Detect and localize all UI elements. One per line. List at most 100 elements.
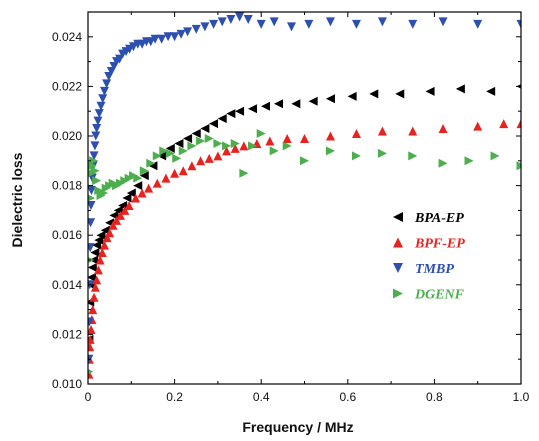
data-point-dgenf [139, 166, 149, 176]
data-point-bpf-ep [516, 119, 521, 129]
data-point-bpf-ep [473, 121, 483, 131]
y-tick-label: 0.022 [52, 79, 82, 93]
legend: BPA-EP BPF-EP TMBP DGENF [393, 211, 465, 303]
data-point-bpa-ep [209, 119, 219, 129]
data-point-bpf-ep [230, 143, 240, 153]
data-point-tmbp [90, 141, 100, 151]
data-point-tmbp [93, 116, 103, 126]
data-point-dgenf [187, 141, 197, 151]
data-point-bpf-ep [282, 133, 292, 143]
data-point-tmbp [99, 86, 109, 96]
data-point-tmbp [98, 94, 108, 104]
data-point-bpf-ep [408, 126, 418, 136]
legend-item-bpf-ep: BPF-EP [393, 237, 465, 252]
data-point-dgenf [464, 156, 474, 166]
data-point-dgenf [92, 176, 102, 186]
data-point-bpf-ep [300, 133, 309, 143]
data-point-bpa-ep [94, 235, 104, 245]
data-point-bpf-ep [178, 166, 188, 176]
y-tick-label: 0.012 [52, 327, 82, 341]
x-tick-label: 0.6 [339, 390, 356, 404]
plot-frame [87, 11, 522, 385]
series-tmbp [88, 12, 521, 364]
y-tick-label: 0.014 [52, 278, 82, 292]
data-point-bpa-ep [217, 114, 227, 124]
data-point-bpf-ep [95, 255, 105, 265]
data-point-tmbp [325, 17, 335, 27]
data-point-bpf-ep [92, 275, 102, 285]
data-point-tmbp [96, 101, 106, 111]
data-point-bpf-ep [99, 240, 109, 250]
data-point-tmbp [88, 200, 96, 210]
data-point-bpa-ep [88, 262, 97, 272]
data-point-tmbp [163, 32, 173, 42]
data-point-bpa-ep [174, 138, 184, 148]
data-point-tmbp [226, 14, 236, 24]
x-tick-label: 1.0 [513, 390, 530, 404]
data-point-bpf-ep [108, 220, 118, 230]
data-point-dgenf [377, 148, 387, 158]
legend-marker [393, 288, 403, 299]
data-point-bpf-ep [112, 215, 122, 225]
data-point-tmbp [269, 17, 279, 27]
data-point-bpa-ep [291, 99, 301, 109]
data-point-dgenf [516, 161, 521, 171]
data-point-bpf-ep [97, 248, 107, 258]
data-point-bpa-ep [248, 104, 258, 114]
data-point-bpa-ep [308, 96, 318, 106]
data-point-dgenf [165, 148, 175, 158]
data-point-bpf-ep [196, 156, 206, 166]
data-point-bpa-ep [226, 109, 236, 119]
y-tick-label: 0.018 [52, 179, 82, 193]
data-point-dgenf [256, 129, 266, 139]
legend-label: TMBP [415, 262, 454, 277]
data-point-tmbp [217, 17, 227, 27]
data-point-tmbp [176, 29, 186, 39]
y-axis-title: Dielectric loss [9, 152, 25, 247]
data-point-bpa-ep [148, 161, 158, 171]
data-point-dgenf [88, 256, 95, 264]
data-point-bpf-ep [170, 168, 180, 178]
data-point-dgenf [408, 151, 418, 161]
data-point-bpa-ep [200, 124, 210, 134]
data-point-bpf-ep [161, 173, 171, 183]
data-point-bpa-ep [455, 84, 465, 94]
data-point-dgenf [146, 158, 156, 168]
data-point-tmbp [89, 151, 99, 161]
data-point-tmbp [92, 124, 102, 134]
data-point-tmbp [183, 27, 193, 37]
data-point-dgenf [269, 146, 279, 156]
data-point-bpa-ep [133, 181, 143, 191]
data-point-tmbp [91, 131, 101, 141]
data-point-bpf-ep [351, 129, 361, 139]
data-point-bpf-ep [137, 188, 147, 198]
data-points [88, 12, 521, 379]
x-tick-label: 0.2 [166, 390, 183, 404]
data-point-tmbp [88, 218, 96, 228]
legend-item-bpa-ep: BPA-EP [393, 211, 464, 226]
data-point-dgenf [239, 168, 249, 178]
data-point-bpa-ep [274, 99, 284, 109]
data-point-bpf-ep [377, 126, 387, 136]
data-point-bpa-ep [126, 188, 136, 198]
data-point-bpa-ep [165, 143, 175, 153]
legend-label: BPA-EP [414, 211, 464, 226]
data-point-bpf-ep [90, 282, 100, 292]
data-point-bpf-ep [93, 265, 103, 275]
data-point-tmbp [102, 79, 112, 89]
data-point-tmbp [157, 34, 167, 44]
data-point-bpf-ep [499, 119, 509, 129]
data-point-tmbp [88, 243, 95, 253]
data-point-bpf-ep [222, 146, 232, 156]
data-point-bpf-ep [438, 124, 448, 134]
legend-item-tmbp: TMBP [393, 262, 454, 277]
y-tick-label: 0.020 [52, 129, 82, 143]
data-point-bpa-ep [191, 129, 201, 139]
data-point-bpf-ep [131, 193, 141, 203]
data-point-dgenf [230, 138, 240, 148]
data-point-dgenf [490, 151, 500, 161]
y-tick-label: 0.010 [52, 377, 82, 391]
data-point-bpf-ep [187, 161, 197, 171]
data-point-tmbp [377, 17, 387, 27]
